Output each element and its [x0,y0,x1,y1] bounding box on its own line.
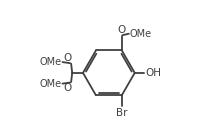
Text: OMe: OMe [40,79,62,89]
Text: O: O [63,83,71,93]
Text: OMe: OMe [130,29,152,39]
Text: OMe: OMe [40,57,62,67]
Text: O: O [117,25,125,35]
Text: OH: OH [145,68,162,78]
Text: O: O [63,53,71,63]
Text: Br: Br [116,108,128,118]
